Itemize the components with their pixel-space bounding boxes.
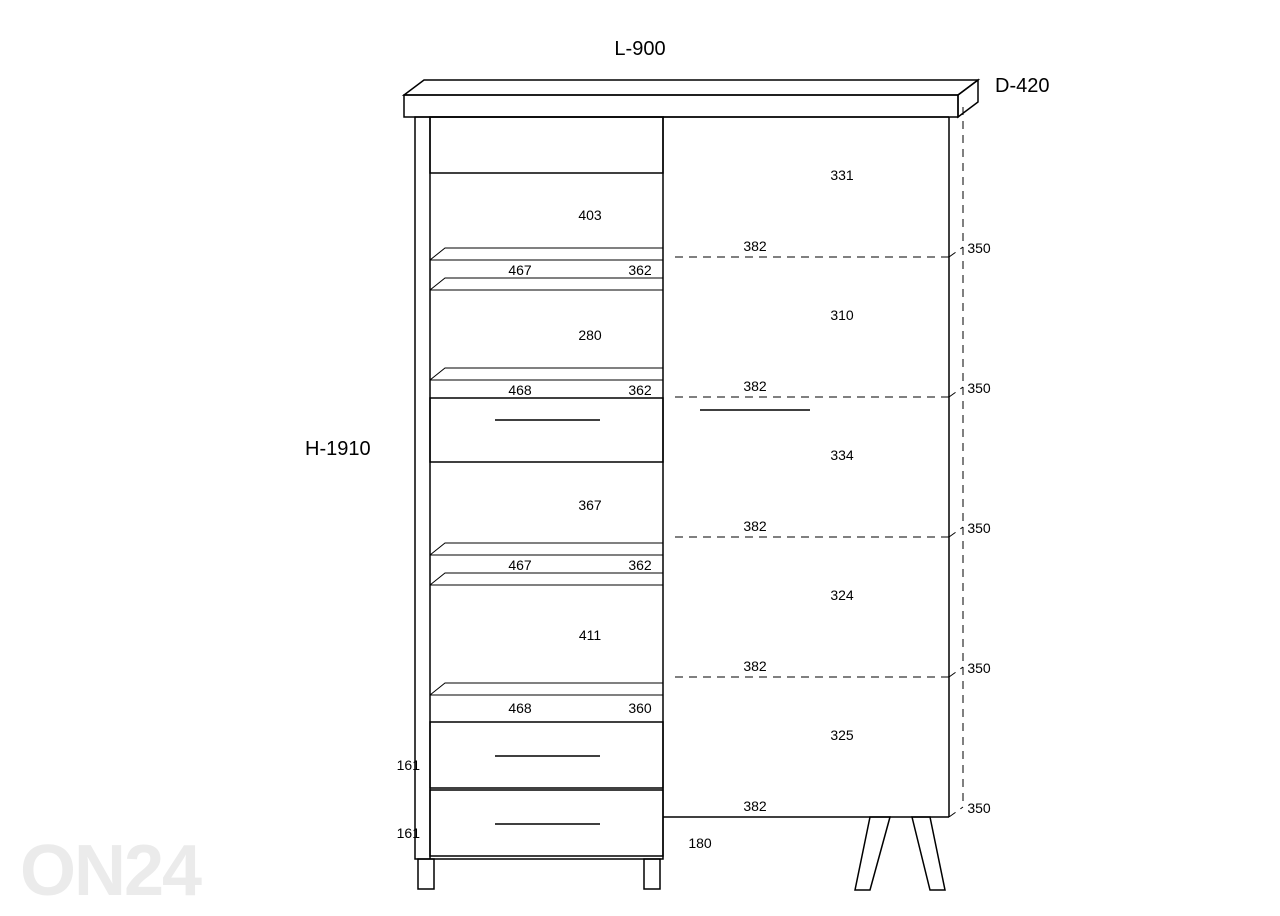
left-w1: 467: [508, 262, 532, 278]
left-w2: 468: [508, 382, 532, 398]
right-d-2: 350: [967, 520, 991, 536]
top-slab: [404, 80, 978, 117]
left-d4: 360: [628, 700, 652, 716]
right-d-4: 350: [967, 800, 991, 816]
drawer3-side: 161: [397, 825, 421, 841]
right-w-1: 382: [743, 378, 767, 394]
technical-drawing: ON24 L-900 D-420 H-1910 403 467 362 280: [0, 0, 1280, 916]
right-d-3: 350: [967, 660, 991, 676]
right-d-1: 350: [967, 380, 991, 396]
drawer-2: 161: [397, 722, 663, 788]
right-h-3: 324: [830, 587, 854, 603]
right-column: 331 382 350 310 382 350 334 382 350 324 382 350 325 3…: [663, 107, 991, 890]
drawer-1: [430, 398, 663, 462]
right-w-0: 382: [743, 238, 767, 254]
left-h3: 367: [578, 497, 602, 513]
drawer-3: 161: [397, 790, 663, 856]
right-w-2: 382: [743, 518, 767, 534]
left-h4: 411: [579, 627, 602, 643]
right-h-1: 310: [830, 307, 854, 323]
left-d2: 362: [628, 382, 652, 398]
left-d3: 362: [628, 557, 652, 573]
left-h2: 280: [578, 327, 602, 343]
right-w-4: 382: [743, 798, 767, 814]
bottom-label: 180: [688, 835, 712, 851]
watermark: ON24: [20, 831, 202, 911]
right-d-0: 350: [967, 240, 991, 256]
left-h1: 403: [578, 207, 602, 223]
right-h-0: 331: [830, 167, 854, 183]
right-w-3: 382: [743, 658, 767, 674]
left-w3: 467: [508, 557, 532, 573]
left-w4: 468: [508, 700, 532, 716]
right-h-2: 334: [830, 447, 854, 463]
left-d1: 362: [628, 262, 652, 278]
dim-depth: D-420: [995, 75, 1049, 97]
left-column: 403 467 362 280 468 362 367 467 362: [397, 117, 712, 889]
drawer2-side: 161: [397, 757, 421, 773]
dim-height: H-1910: [305, 438, 371, 460]
right-h-4: 325: [830, 727, 854, 743]
dim-length: L-900: [614, 38, 665, 60]
